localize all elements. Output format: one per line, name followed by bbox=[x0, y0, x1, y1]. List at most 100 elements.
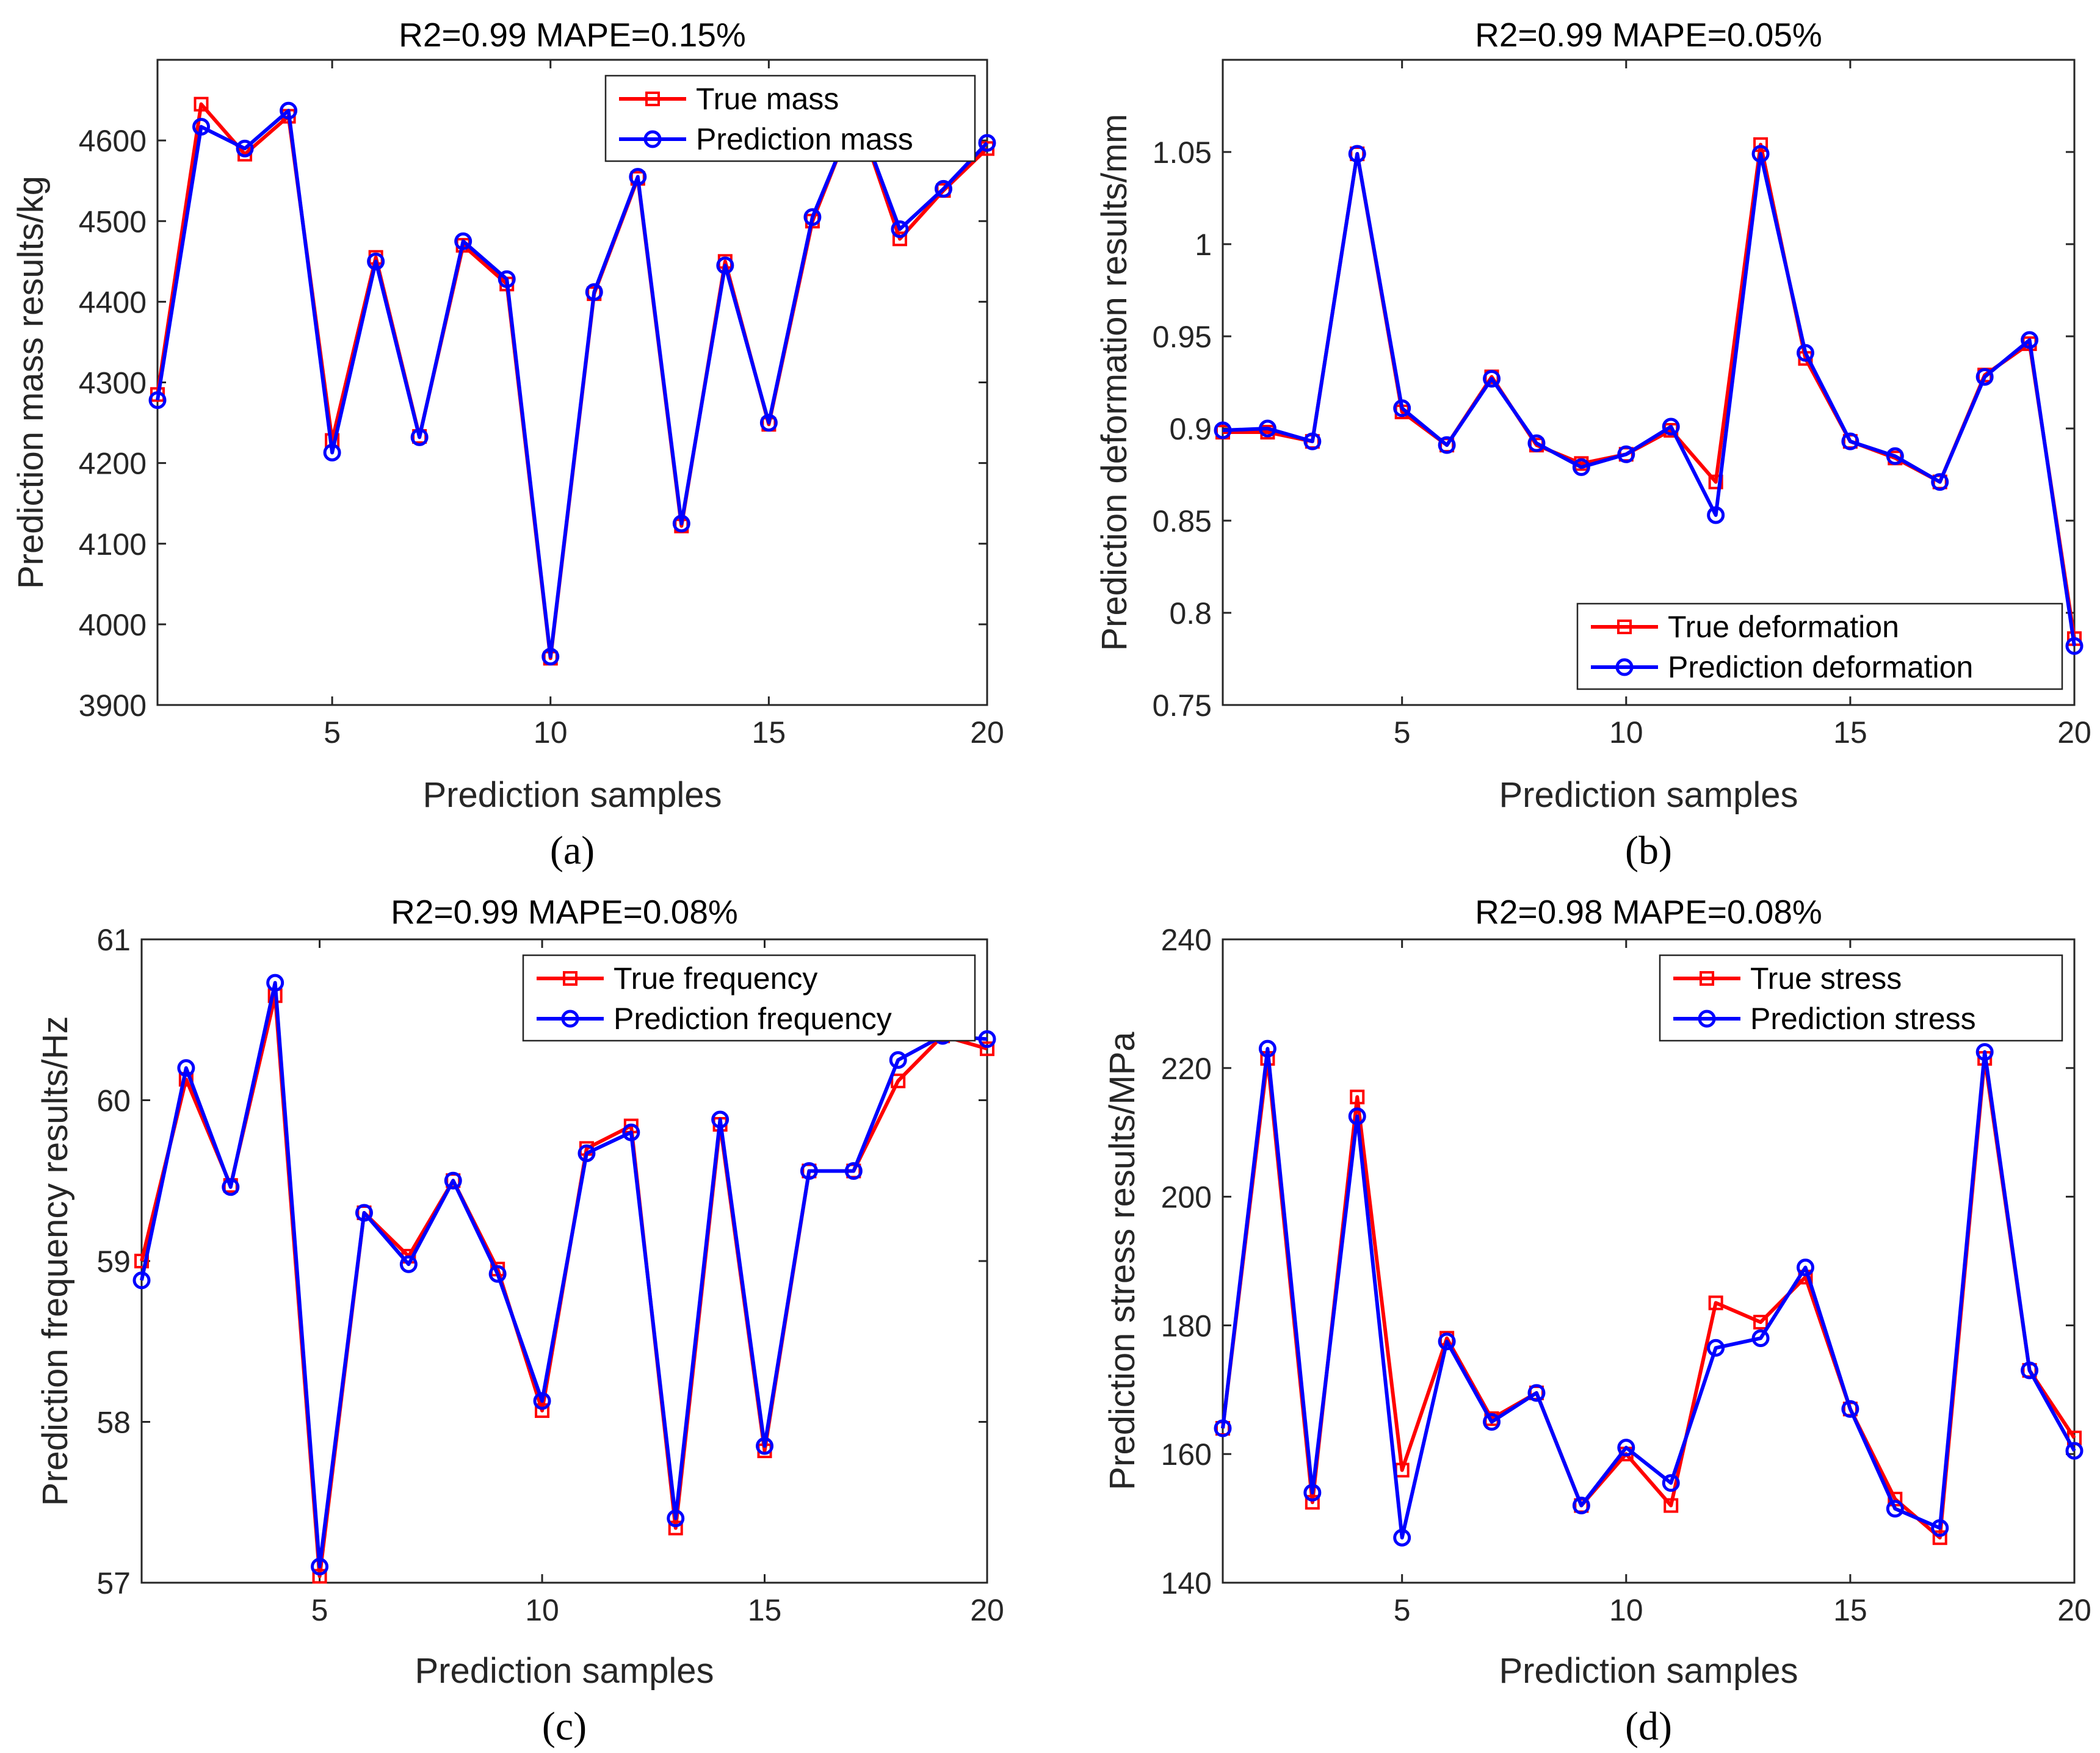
series-line-prediction bbox=[1221, 1047, 2076, 1540]
legend-entry-label: True deformation bbox=[1668, 610, 1899, 644]
data-point-prediction bbox=[498, 270, 516, 288]
data-point-prediction bbox=[1975, 1043, 1994, 1061]
x-axis-title: Prediction samples bbox=[415, 1651, 714, 1691]
x-tick-label: 20 bbox=[970, 715, 1004, 750]
data-point-prediction bbox=[222, 1178, 240, 1196]
y-tick-label: 59 bbox=[96, 1245, 131, 1279]
data-point-prediction bbox=[541, 648, 560, 666]
data-point-prediction bbox=[891, 220, 909, 238]
data-point-prediction bbox=[1796, 1259, 1814, 1277]
data-point-prediction bbox=[711, 1110, 730, 1129]
legend-box bbox=[604, 74, 976, 162]
data-point-prediction bbox=[2021, 331, 2039, 349]
y-tick-label: 140 bbox=[1161, 1566, 1212, 1600]
data-point-prediction bbox=[2065, 637, 2084, 655]
data-point-prediction bbox=[1617, 445, 1635, 463]
legend-swatch-marker bbox=[1700, 971, 1714, 986]
data-point-prediction bbox=[759, 414, 778, 432]
x-tick-label: 15 bbox=[1833, 1593, 1867, 1627]
legend-swatch-marker bbox=[1617, 620, 1632, 634]
y-tick-label: 200 bbox=[1161, 1180, 1212, 1215]
data-point-prediction bbox=[266, 974, 284, 992]
data-point-prediction bbox=[1975, 367, 1994, 386]
y-tick-label: 4400 bbox=[79, 285, 147, 319]
y-tick-label: 4600 bbox=[79, 124, 147, 158]
data-point-true bbox=[1932, 1530, 1947, 1545]
data-point-prediction bbox=[1707, 506, 1725, 524]
data-point-prediction bbox=[1527, 434, 1546, 452]
data-point-prediction bbox=[1214, 1419, 1232, 1437]
data-point-prediction bbox=[1258, 1039, 1276, 1058]
data-point-prediction bbox=[803, 208, 822, 226]
series-line-true bbox=[156, 102, 989, 660]
data-point-prediction bbox=[1393, 399, 1411, 417]
y-axis-title: Prediction mass results/kg bbox=[11, 176, 51, 589]
data-point-prediction bbox=[1483, 1413, 1501, 1431]
series-line-prediction bbox=[1222, 152, 2076, 646]
data-point-prediction bbox=[1886, 1500, 1904, 1518]
data-point-true bbox=[1708, 1295, 1723, 1310]
x-tick-label: 5 bbox=[1394, 715, 1411, 750]
legend-entry-label: Prediction deformation bbox=[1668, 650, 1973, 684]
data-point-true bbox=[1753, 1315, 1769, 1330]
data-point-prediction bbox=[454, 232, 472, 250]
data-point-prediction bbox=[1662, 1474, 1680, 1492]
y-axis-title: Prediction deformation results/mm bbox=[1095, 114, 1134, 651]
y-tick-label: 3900 bbox=[79, 689, 147, 723]
x-tick-label: 10 bbox=[525, 1593, 559, 1627]
data-point-prediction bbox=[1886, 447, 1904, 465]
data-point-prediction bbox=[844, 1162, 863, 1180]
y-tick-label: 220 bbox=[1161, 1052, 1212, 1086]
data-point-prediction bbox=[1393, 1528, 1411, 1547]
data-point-prediction bbox=[1796, 344, 1814, 362]
data-point-prediction bbox=[1572, 1497, 1590, 1515]
data-point-prediction bbox=[1572, 458, 1590, 476]
data-point-prediction bbox=[1258, 419, 1276, 438]
data-point-prediction bbox=[1483, 369, 1501, 388]
legend-box bbox=[1659, 954, 2063, 1042]
plot-area-frame bbox=[1222, 59, 2076, 706]
legend-entry-label: True stress bbox=[1750, 961, 1902, 996]
panel-label: (b) bbox=[1625, 828, 1672, 873]
data-point-prediction bbox=[934, 179, 952, 198]
chart-title: R2=0.99 MAPE=0.05% bbox=[1475, 16, 1822, 54]
data-point-true bbox=[134, 1254, 149, 1268]
data-point-prediction bbox=[2065, 1442, 2084, 1460]
chart-panel-4: 5 10 15 20 140 160 180 200 220 240 R2=0.98 MAPE=0.… bbox=[1102, 893, 2091, 1749]
x-tick-label: 5 bbox=[324, 715, 341, 750]
x-tick-label: 5 bbox=[1394, 1593, 1411, 1627]
y-tick-label: 180 bbox=[1161, 1309, 1212, 1343]
x-tick-label: 10 bbox=[1609, 715, 1643, 750]
y-tick-label: 61 bbox=[96, 923, 131, 957]
data-point-prediction bbox=[192, 118, 211, 136]
y-tick-label: 1 bbox=[1195, 228, 1212, 262]
data-point-prediction bbox=[410, 428, 429, 446]
x-tick-label: 15 bbox=[748, 1593, 782, 1627]
panel-label: (a) bbox=[550, 828, 595, 873]
x-tick-label: 20 bbox=[970, 1593, 1004, 1627]
data-point-prediction bbox=[488, 1265, 507, 1283]
y-tick-label: 160 bbox=[1161, 1437, 1212, 1472]
data-point-true bbox=[1708, 474, 1723, 490]
x-tick-label: 20 bbox=[2057, 1593, 2091, 1627]
legend-entry-label: True mass bbox=[696, 82, 839, 116]
data-point-prediction bbox=[1303, 1483, 1322, 1502]
data-point-prediction bbox=[311, 1558, 329, 1576]
data-point-prediction bbox=[1527, 1384, 1546, 1402]
x-tick-label: 15 bbox=[752, 715, 786, 750]
series-line-prediction bbox=[156, 109, 989, 659]
data-point-prediction bbox=[132, 1271, 151, 1290]
y-tick-label: 4200 bbox=[79, 447, 147, 481]
chart-title: R2=0.99 MAPE=0.08% bbox=[391, 893, 738, 931]
data-point-prediction bbox=[1841, 432, 1859, 450]
legend: True mass Prediction mass bbox=[604, 74, 976, 162]
data-point-prediction bbox=[1841, 1400, 1859, 1418]
data-point-prediction bbox=[1751, 1329, 1770, 1347]
data-point-prediction bbox=[177, 1059, 195, 1077]
chart-panel-1: 5 10 15 20 3900 4000 4100 4200 4300 4400 4500 4600 R… bbox=[11, 16, 1004, 873]
data-point-prediction bbox=[1707, 1339, 1725, 1357]
y-tick-label: 0.85 bbox=[1153, 504, 1212, 538]
legend-swatch-marker bbox=[645, 92, 660, 106]
panel-label: (d) bbox=[1625, 1704, 1672, 1749]
